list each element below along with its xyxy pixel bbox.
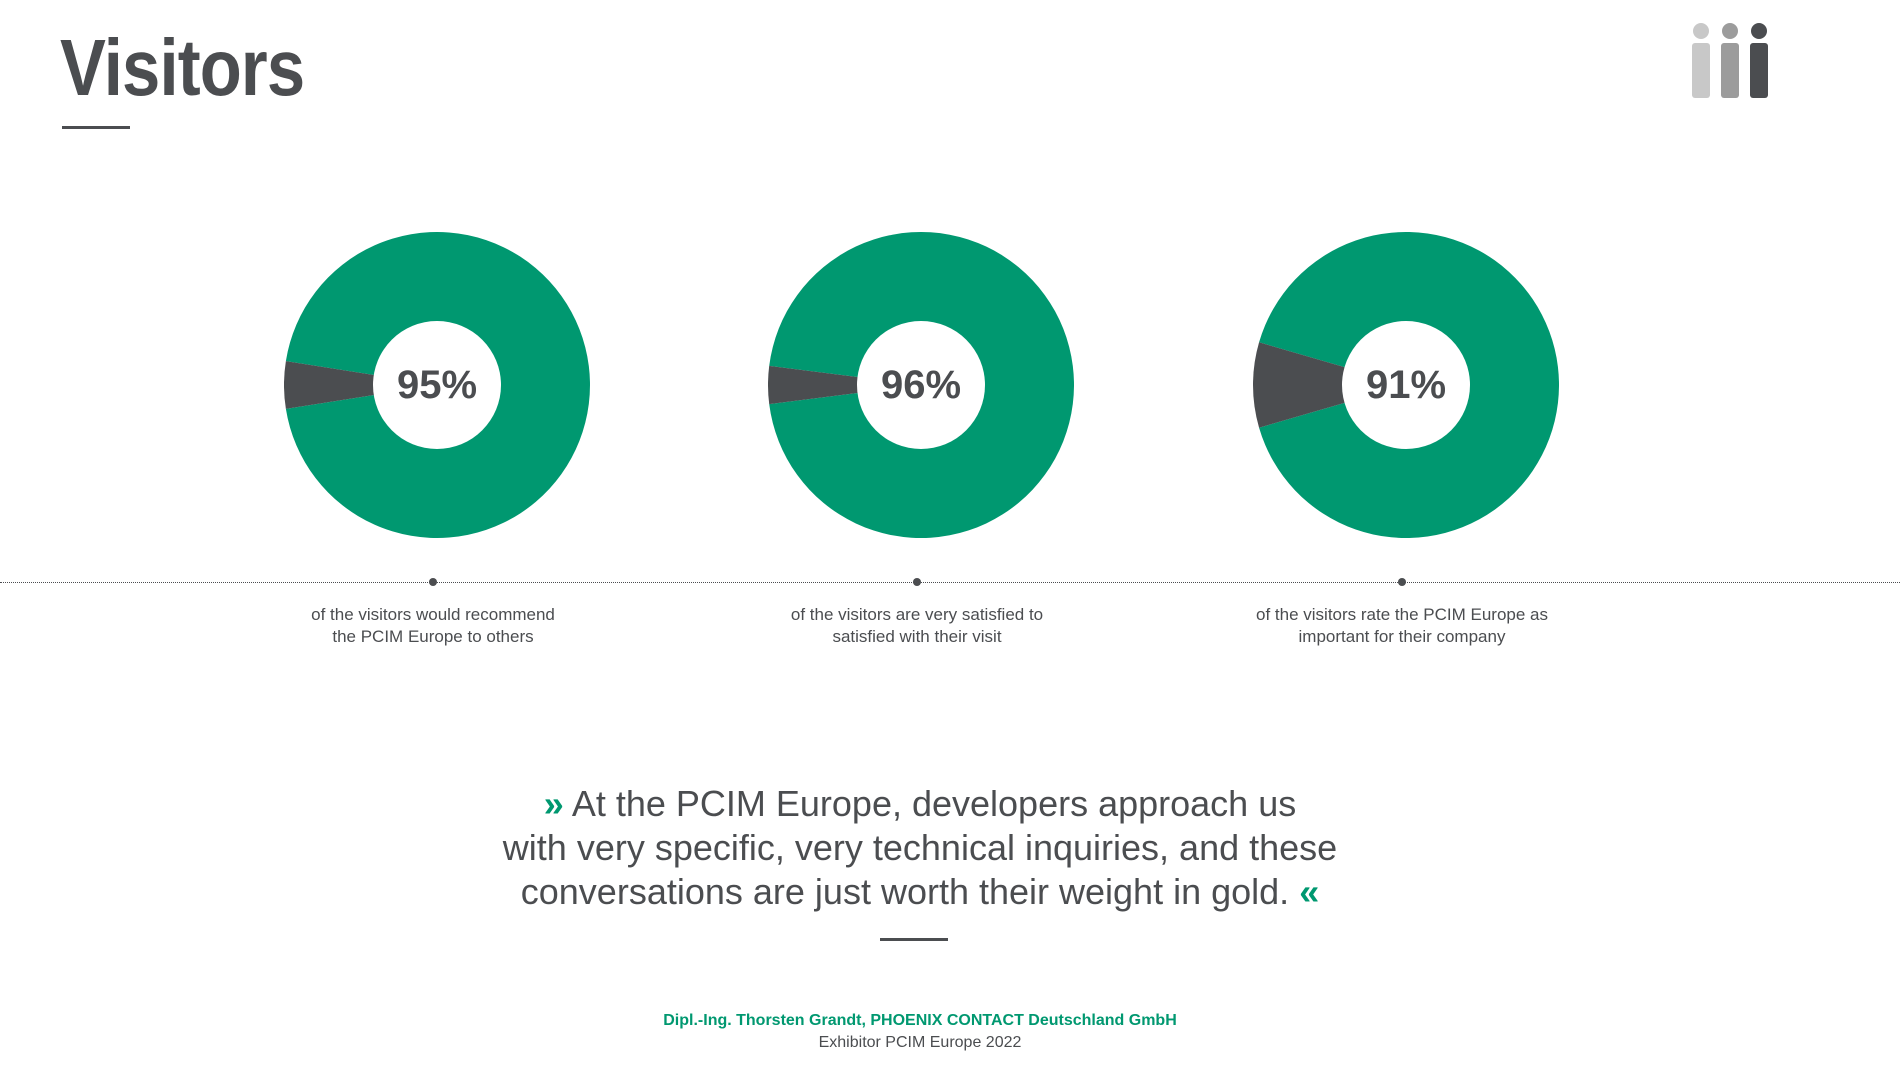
quote-underline xyxy=(880,938,948,941)
quote-line: conversations are just worth their weigh… xyxy=(520,871,1320,912)
donut-hole xyxy=(1342,321,1470,449)
donut-chart-important: 91% xyxy=(1253,232,1559,538)
timeline-dot xyxy=(913,578,921,586)
donut-value-label: 96% xyxy=(880,362,962,407)
donut-chart-satisfied: 96% xyxy=(768,232,1074,538)
stat-caption-recommend: of the visitors would recommend the PCIM… xyxy=(311,605,555,646)
quote-line: » At the PCIM Europe, developers approac… xyxy=(543,783,1297,824)
donut-chart-recommend: 95% xyxy=(284,232,590,538)
testimonial-quote: » At the PCIM Europe, developers approac… xyxy=(450,782,1390,914)
donut-slice-no xyxy=(768,365,921,405)
page-title: Visitors xyxy=(60,23,305,112)
quote-author-role: Exhibitor PCIM Europe 2022 xyxy=(818,1034,1022,1051)
donut-value-label: 91% xyxy=(1365,362,1447,407)
person-mid-icon xyxy=(1721,23,1739,98)
people-group-icon xyxy=(1692,23,1768,98)
donut-hole xyxy=(857,321,985,449)
timeline-dot xyxy=(429,578,437,586)
person-dark-icon xyxy=(1750,23,1768,98)
quote-author: Dipl.-Ing. Thorsten Grandt, PHOENIX CONT… xyxy=(663,1012,1177,1029)
donut-slice-no xyxy=(284,361,437,409)
donut-value-label: 95% xyxy=(396,362,478,407)
stat-caption-important: of the visitors rate the PCIM Europe as … xyxy=(1256,605,1548,646)
timeline-line xyxy=(0,582,1900,583)
donut-slice-no xyxy=(1253,342,1406,428)
timeline-dot xyxy=(1398,578,1406,586)
quote-close-mark: « xyxy=(1299,871,1320,912)
quote-line: with very specific, very technical inqui… xyxy=(502,827,1338,868)
person-light-icon xyxy=(1692,23,1710,98)
quote-open-mark: » xyxy=(543,783,564,824)
donut-hole xyxy=(373,321,501,449)
title-underline xyxy=(62,126,130,129)
stat-caption-satisfied: of the visitors are very satisfied to sa… xyxy=(790,605,1044,646)
